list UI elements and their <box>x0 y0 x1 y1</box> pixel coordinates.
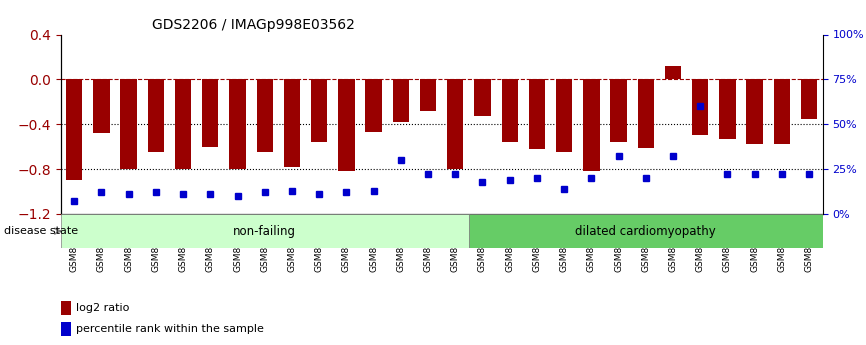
Bar <box>637 79 654 148</box>
Bar <box>469 214 823 248</box>
Text: GDS2206 / IMAGp998E03562: GDS2206 / IMAGp998E03562 <box>152 18 355 32</box>
Bar <box>284 79 301 167</box>
Bar <box>66 79 82 180</box>
Bar <box>556 79 572 152</box>
Bar <box>61 322 71 336</box>
Bar <box>392 79 409 122</box>
Bar <box>175 79 191 169</box>
Bar <box>229 79 246 169</box>
Bar <box>94 79 110 133</box>
Bar <box>529 79 545 149</box>
Bar <box>720 79 735 139</box>
Bar <box>447 79 463 169</box>
Text: dilated cardiomyopathy: dilated cardiomyopathy <box>575 225 716 238</box>
Bar <box>256 79 273 152</box>
Bar <box>611 79 627 142</box>
Bar <box>339 79 354 171</box>
Text: non-failing: non-failing <box>233 225 296 238</box>
Bar <box>365 79 382 132</box>
Bar <box>420 79 436 111</box>
Text: percentile rank within the sample: percentile rank within the sample <box>76 324 263 334</box>
Bar <box>475 79 491 116</box>
Bar <box>120 79 137 169</box>
Bar <box>773 79 790 145</box>
Bar <box>61 301 71 315</box>
Bar <box>746 79 763 145</box>
Bar <box>148 79 164 152</box>
Bar <box>665 66 682 79</box>
Bar <box>801 79 818 119</box>
Bar <box>692 79 708 136</box>
Text: log2 ratio: log2 ratio <box>76 303 129 313</box>
Bar <box>202 79 218 147</box>
Bar <box>501 79 518 142</box>
Bar <box>583 79 599 171</box>
Bar <box>311 79 327 142</box>
Text: disease state: disease state <box>4 226 79 236</box>
Bar <box>61 214 469 248</box>
